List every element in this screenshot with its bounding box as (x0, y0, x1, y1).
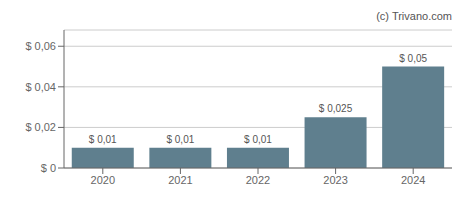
svg-text:$ 0,05: $ 0,05 (399, 53, 427, 64)
svg-text:$ 0,02: $ 0,02 (25, 121, 56, 133)
svg-text:2023: 2023 (323, 174, 347, 186)
svg-text:$ 0,04: $ 0,04 (25, 81, 56, 93)
svg-text:$ 0,01: $ 0,01 (166, 134, 194, 145)
svg-text:2021: 2021 (168, 174, 192, 186)
svg-text:2020: 2020 (91, 174, 115, 186)
svg-text:$ 0: $ 0 (41, 162, 56, 174)
svg-text:$ 0,025: $ 0,025 (319, 103, 353, 114)
svg-text:2022: 2022 (246, 174, 270, 186)
html-text:(c) Trivano.com: (c) Trivano.com (376, 10, 452, 22)
svg-text:$ 0,06: $ 0,06 (25, 40, 56, 52)
svg-text:$ 0,01: $ 0,01 (244, 134, 272, 145)
svg-text:$ 0,01: $ 0,01 (89, 134, 117, 145)
svg-text:2024: 2024 (401, 174, 425, 186)
